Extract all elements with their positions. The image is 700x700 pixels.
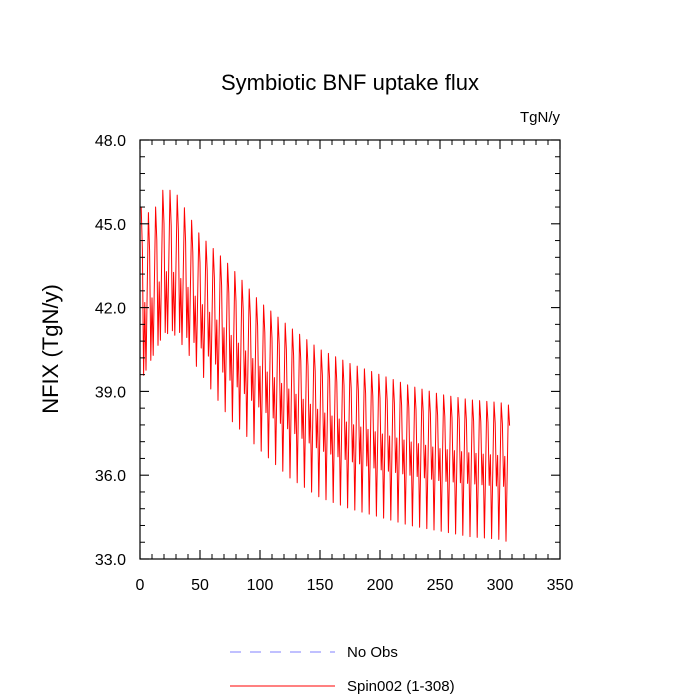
chart-title: Symbiotic BNF uptake flux	[221, 70, 479, 95]
y-tick-label: 33.0	[95, 552, 126, 569]
x-tick-label: 150	[307, 577, 334, 594]
x-tick-label: 50	[191, 577, 209, 594]
y-tick-label: 39.0	[95, 384, 126, 401]
units-label: TgN/y	[520, 109, 561, 126]
plot-frame	[139, 139, 561, 560]
y-tick-label: 45.0	[95, 217, 126, 234]
y-tick-label: 36.0	[95, 468, 126, 485]
x-tick-label: 300	[487, 577, 514, 594]
legend-label-0: No Obs	[347, 644, 398, 661]
y-axis-label: NFIX (TgN/y)	[38, 284, 63, 414]
legend: No Obs Spin002 (1-308)	[230, 644, 455, 695]
series-line-1	[140, 189, 511, 542]
series-layer	[140, 189, 511, 542]
x-tick-label: 250	[427, 577, 454, 594]
x-tick-label: 350	[547, 577, 574, 594]
x-tick-label: 200	[367, 577, 394, 594]
x-tick-label: 100	[247, 577, 274, 594]
y-tick-label: 42.0	[95, 301, 126, 318]
legend-label-1: Spin002 (1-308)	[347, 678, 455, 695]
x-tick-label: 0	[136, 577, 145, 594]
ticks-layer: 0 50 100 150 200 250 300 350 33.0 36.0 39.0 42.0 45.…	[95, 133, 574, 594]
y-tick-label: 48.0	[95, 133, 126, 150]
